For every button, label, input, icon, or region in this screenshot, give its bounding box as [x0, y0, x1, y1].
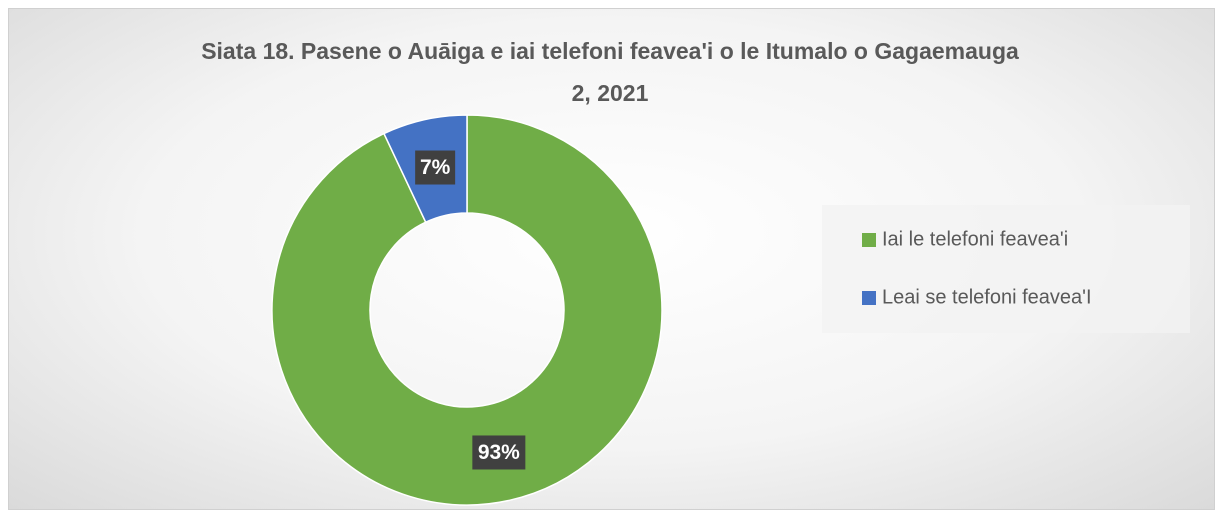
legend-swatch [862, 291, 876, 305]
legend-swatch [862, 233, 876, 247]
legend-label: Leai se telefoni feavea'I [882, 286, 1092, 308]
data-label: 7% [420, 156, 451, 179]
data-label-box [472, 435, 526, 470]
donut-slice [271, 114, 663, 506]
legend-label: Iai le telefoni feavea'i [882, 228, 1068, 250]
chart-title: Siata 18. Pasene o Auāiga e iai telefoni… [201, 38, 1019, 106]
legend-box [822, 205, 1190, 333]
data-label-box [415, 150, 456, 185]
data-label: 93% [478, 441, 520, 464]
